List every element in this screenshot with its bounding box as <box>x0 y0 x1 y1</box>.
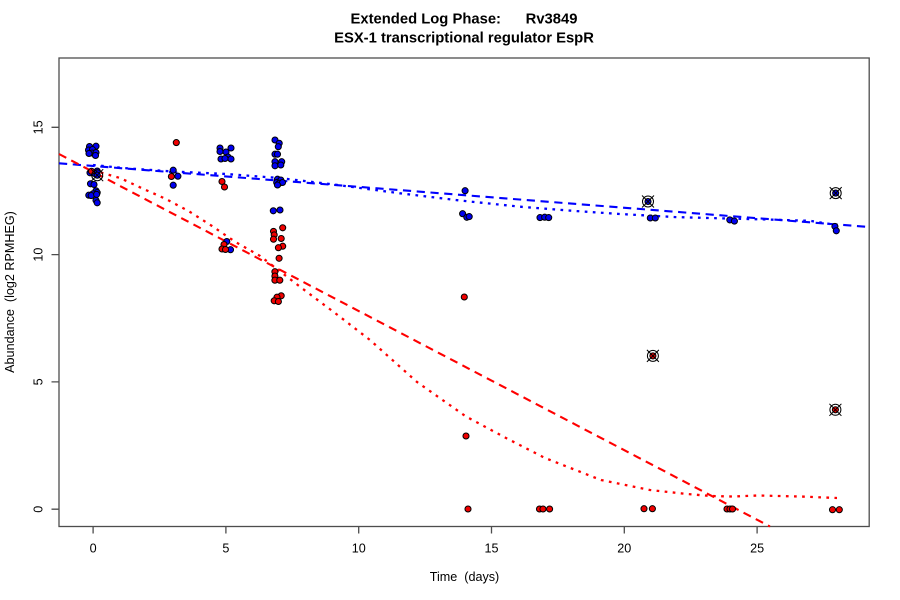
svg-text:15: 15 <box>31 120 45 134</box>
svg-text:0: 0 <box>90 542 97 556</box>
svg-text:0: 0 <box>31 506 45 513</box>
svg-text:5: 5 <box>31 378 45 385</box>
svg-text:ESX-1 transcriptional regulato: ESX-1 transcriptional regulator EspR <box>334 31 594 47</box>
svg-text:15: 15 <box>484 542 498 556</box>
svg-text:20: 20 <box>617 542 631 556</box>
svg-text:5: 5 <box>222 542 229 556</box>
svg-text:25: 25 <box>750 542 764 556</box>
svg-text:Abundance (log2 RPMHEG): Abundance (log2 RPMHEG) <box>3 211 17 373</box>
svg-text:10: 10 <box>352 542 366 556</box>
svg-text:Extended Log Phase: Rv384: Extended Log Phase: Rv3849 <box>351 12 578 28</box>
svg-text:10: 10 <box>31 248 45 262</box>
svg-text:Time (days): Time (days) <box>430 570 500 584</box>
